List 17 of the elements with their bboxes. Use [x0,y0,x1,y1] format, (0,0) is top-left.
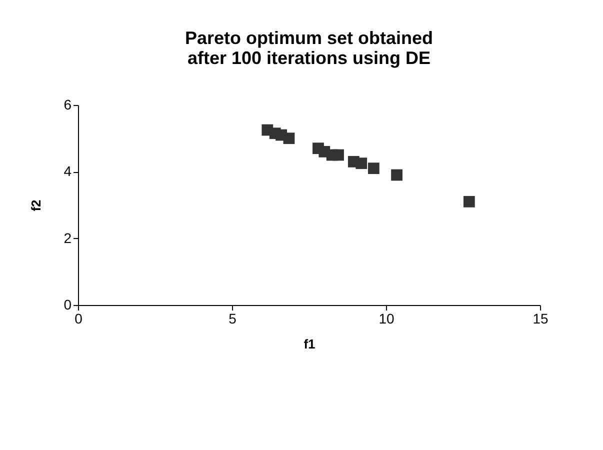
point [356,158,368,170]
point [332,149,344,161]
x-tick-label: 10 [378,310,394,326]
y-tick-label: 6 [64,96,72,112]
x-tick-label: 0 [74,310,83,326]
y-tick-label: 0 [64,296,72,312]
point [368,162,380,174]
point [283,132,295,144]
chart-title: Pareto optimum set obtained after 100 iterations using DE [184,28,434,68]
x-tick-label: 15 [532,310,548,326]
y-axis-title: f2 [28,200,44,212]
y-tick-label: 4 [64,163,72,180]
point [463,196,475,208]
x-axis-title: f1 [304,336,316,352]
y-tick-label: 2 [64,230,72,246]
x-tick-label: 5 [228,310,237,326]
point [391,169,402,181]
